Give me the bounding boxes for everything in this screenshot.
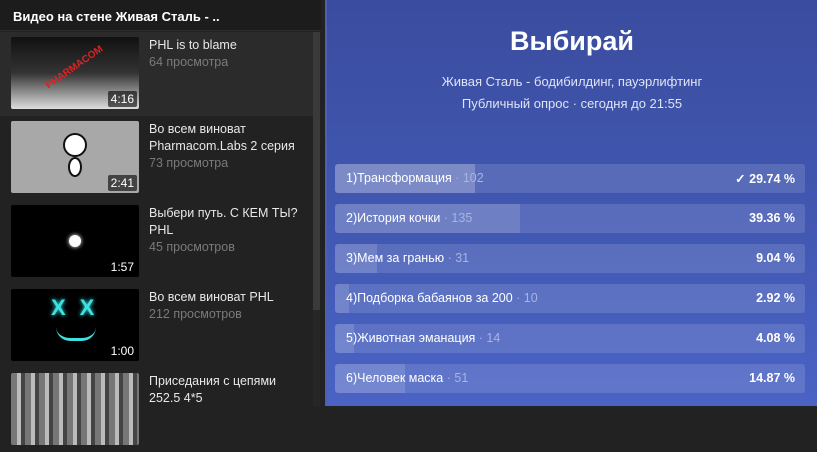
poll-option-percent: 2.92 % <box>756 291 795 305</box>
video-thumbnail[interactable]: 1:57 <box>11 205 139 277</box>
poll-option-bar <box>335 164 475 193</box>
poll-option-label: 2)История кочки <box>346 211 441 225</box>
video-thumbnail[interactable] <box>11 373 139 445</box>
video-views: 45 просмотров <box>149 240 235 254</box>
video-duration: 2:41 <box>107 175 137 191</box>
video-duration: 1:00 <box>107 343 137 359</box>
poll-option-label: 5)Животная эманация <box>346 331 476 345</box>
poll-option-bar <box>335 364 405 393</box>
poll-option[interactable]: 1)Трансформация · 102 ✓ 29.74 % <box>335 164 805 193</box>
poll-option-count: · 31 <box>444 251 470 265</box>
poll-option-count: · 14 <box>475 331 501 345</box>
poll-option-count: · 102 <box>451 171 484 185</box>
poll-option-count: · 135 <box>440 211 473 225</box>
video-title[interactable]: Во всем виноват PHL <box>149 290 274 304</box>
poll-option-bar <box>335 244 378 273</box>
poll-panel: Выбирай Живая Сталь - бодибилдинг, пауэр… <box>325 0 817 406</box>
video-thumbnail[interactable]: PHARMACOM 4:16 <box>11 37 139 109</box>
scrollbar-thumb[interactable] <box>313 32 320 310</box>
video-duration: 4:16 <box>107 91 137 107</box>
video-item[interactable]: XX 1:00 Во всем виноват PHL 212 просмотро… <box>0 284 313 368</box>
poll-option[interactable]: 2)История кочки · 135 39.36 % <box>335 204 805 233</box>
poll-option-percent: 14.87 % <box>749 371 795 385</box>
video-thumbnail[interactable]: 2:41 <box>11 121 139 193</box>
video-title[interactable]: Приседания с цепями 252.5 4*5 <box>149 374 277 405</box>
video-title[interactable]: Во всем виноват Pharmacom.Labs 2 серия <box>149 122 295 153</box>
video-duration: 1:57 <box>107 259 137 275</box>
poll-option-percent: 39.36 % <box>749 211 795 225</box>
video-sidebar: Видео на стене Живая Сталь - .. PHARMACO… <box>0 0 325 445</box>
scrollbar[interactable] <box>313 32 320 406</box>
video-title[interactable]: PHL is to blame <box>149 38 237 52</box>
poll-meta: Публичный опрос · сегодня до 21:55 <box>461 96 683 111</box>
checkmark-icon: ✓ <box>735 172 750 186</box>
video-thumbnail[interactable]: XX 1:00 <box>11 289 139 361</box>
poll-title: Выбирай <box>510 26 634 56</box>
poll-option-percent: 4.08 % <box>756 331 795 345</box>
video-item[interactable]: Приседания с цепями 252.5 4*5 <box>0 368 313 452</box>
poll-option[interactable]: 4)Подборка бабаянов за 200 · 10 2.92 % <box>335 284 805 313</box>
poll-option-count: · 10 <box>512 291 538 305</box>
video-item[interactable]: PHARMACOM 4:16 PHL is to blame 64 просмот… <box>0 32 313 116</box>
poll-community[interactable]: Живая Сталь - бодибилдинг, пауэрлифтинг <box>441 74 703 89</box>
poll-option-percent: 29.74 % <box>749 172 795 186</box>
poll-option[interactable]: 6)Человек маска · 51 14.87 % <box>335 364 805 393</box>
poll-option-count: · 51 <box>443 371 469 385</box>
video-title[interactable]: Выбери путь. С КЕМ ТЫ? PHL <box>149 206 298 237</box>
poll-option[interactable]: 3)Мем за гранью · 31 9.04 % <box>335 244 805 273</box>
poll-option-percent: 9.04 % <box>756 251 795 265</box>
video-views: 73 просмотра <box>149 156 229 170</box>
poll-option-label: 6)Человек маска <box>346 371 444 385</box>
video-views: 64 просмотра <box>149 55 229 69</box>
poll-option-bar <box>335 324 355 353</box>
video-item[interactable]: 1:57 Выбери путь. С КЕМ ТЫ? PHL 45 просмо… <box>0 200 313 284</box>
sidebar-title: Видео на стене Живая Сталь - .. <box>0 0 321 31</box>
poll-option-bar <box>335 284 349 313</box>
video-views: 212 просмотров <box>149 307 242 321</box>
poll-option-label: 3)Мем за гранью <box>346 251 445 265</box>
video-item[interactable]: 2:41 Во всем виноват Pharmacom.Labs 2 се… <box>0 116 313 200</box>
poll-option-label: 4)Подборка бабаянов за 200 <box>346 291 513 305</box>
poll-option-bar <box>335 204 520 233</box>
poll-option[interactable]: 5)Животная эманация · 14 4.08 % <box>335 324 805 353</box>
poll-option-label: 1)Трансформация <box>346 171 452 185</box>
